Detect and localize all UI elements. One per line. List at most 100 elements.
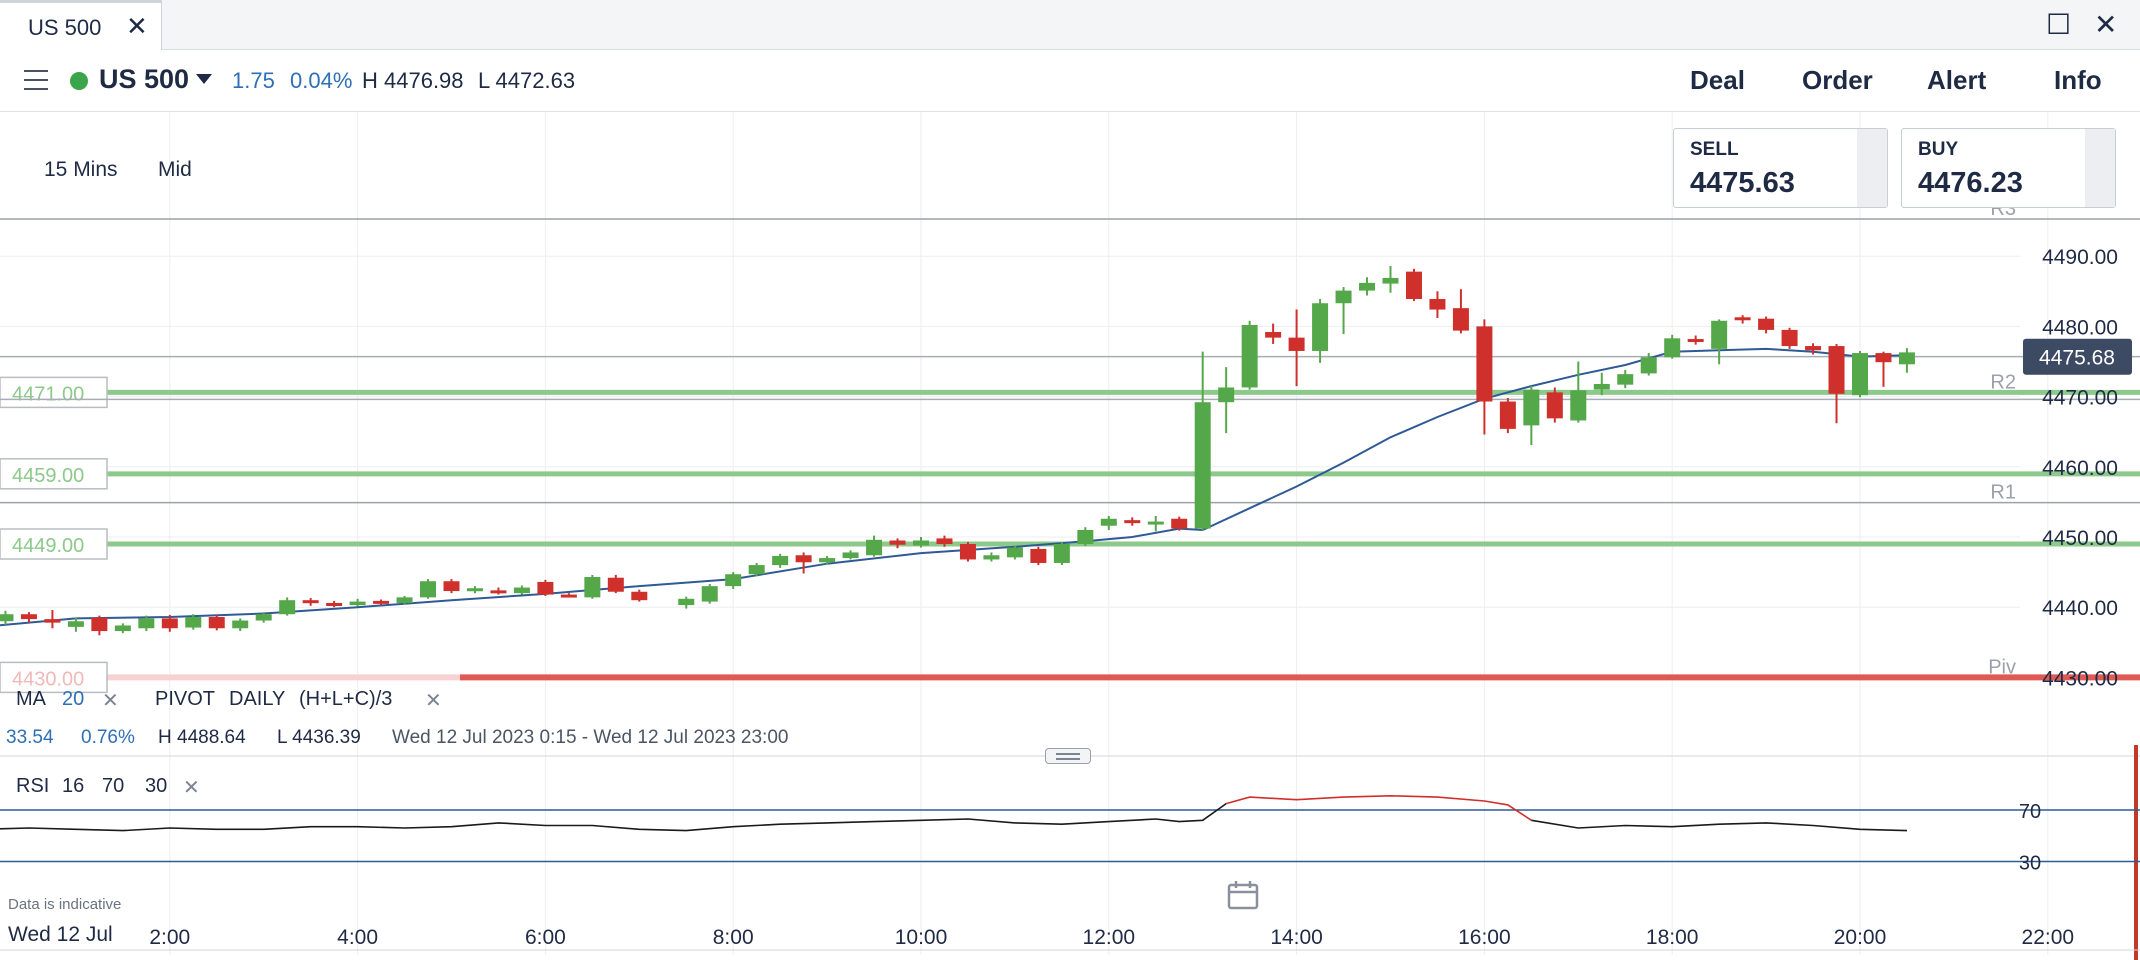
candle-up (819, 558, 836, 563)
candle-up (584, 577, 601, 598)
candle-up (1898, 352, 1915, 365)
candle-down (443, 581, 460, 592)
alert-button[interactable]: Alert (1927, 65, 1987, 95)
buy-price: 4476.23 (1918, 167, 2023, 199)
tab-title: US 500 (28, 15, 102, 40)
candle-down (631, 591, 648, 601)
buy-label: BUY (1918, 139, 1959, 160)
range-change: 33.54 (6, 727, 54, 748)
candle-up (0, 614, 14, 622)
price-change-percent: 0.04% (290, 68, 353, 93)
candle-up (701, 586, 718, 602)
y-tick-label: 4490.00 (2042, 246, 2118, 269)
candle-down (560, 594, 577, 598)
tab-us500[interactable]: US 500 ✕ (0, 0, 162, 50)
candle-up (1006, 547, 1023, 558)
candle-down (1124, 520, 1141, 524)
sell-price: 4475.63 (1690, 167, 1795, 199)
calendar-icon[interactable] (1227, 880, 1259, 910)
candle-down (1781, 329, 1798, 347)
candle-down (1429, 299, 1446, 310)
rsi-line (1531, 819, 1908, 832)
level-tag-value: 4459.00 (12, 465, 84, 487)
buy-button[interactable]: BUY 4476.23 (1901, 128, 2116, 208)
candle-up (1617, 374, 1634, 385)
pane-resize-handle[interactable] (1045, 748, 1091, 764)
candle-up (1359, 282, 1376, 291)
candle-up (1147, 521, 1164, 525)
y-tick-label: 4450.00 (2042, 527, 2118, 550)
instrument-toolbar: US 500 1.75 0.04% H 4476.98 L 4472.63 De… (0, 50, 2140, 112)
candle-up (1312, 303, 1329, 351)
date-range: Wed 12 Jul 2023 0:15 - Wed 12 Jul 2023 2… (392, 727, 789, 748)
time-tick-label: 2:00 (149, 926, 190, 949)
candle-down (607, 577, 624, 592)
chevron-down-icon[interactable] (196, 74, 212, 84)
candle-up (1100, 518, 1117, 526)
current-price-badge (2023, 338, 2132, 375)
candle-up (1218, 387, 1235, 403)
candle-up (1241, 324, 1258, 388)
remove-ma-icon[interactable]: ✕ (102, 690, 119, 712)
y-tick-label: 4480.00 (2042, 316, 2118, 339)
candle-up (466, 588, 483, 592)
market-open-indicator (70, 72, 88, 90)
y-tick-label: 4430.00 (2042, 667, 2118, 690)
instrument-name[interactable]: US 500 (99, 64, 190, 94)
candle-up (396, 597, 413, 603)
candle-up (983, 555, 1000, 560)
candle-up (1664, 338, 1681, 358)
candle-down (1758, 318, 1775, 330)
pivot-level-label: Piv (1988, 656, 2016, 678)
time-tick-label: 14:00 (1270, 926, 1323, 949)
candle-up (1382, 277, 1399, 284)
window-close-icon[interactable]: ✕ (2094, 9, 2118, 40)
maximize-icon[interactable]: ☐ (2046, 9, 2072, 40)
remove-rsi-icon[interactable]: ✕ (183, 777, 200, 799)
candle-up (866, 539, 883, 556)
candle-up (255, 614, 272, 621)
deal-button[interactable]: Deal (1690, 65, 1745, 95)
order-button[interactable]: Order (1802, 65, 1873, 95)
level-tag-value: 4449.00 (12, 535, 84, 557)
candle-up (913, 540, 929, 546)
ma-period[interactable]: 20 (62, 688, 85, 710)
level-tag (0, 661, 108, 694)
candle-up (1335, 290, 1352, 304)
candle-down (44, 619, 61, 623)
candle-down (326, 602, 343, 606)
candle-down (959, 544, 976, 560)
candle-down (1265, 332, 1282, 338)
price-change: 1.75 (232, 68, 275, 93)
candle-down (795, 555, 812, 563)
candle-up (748, 565, 765, 575)
interval-selector[interactable]: 15 Mins (44, 158, 118, 181)
sell-label: SELL (1690, 139, 1739, 160)
candle-up (1593, 383, 1610, 390)
level-tag (0, 458, 108, 490)
candle-down (1452, 308, 1469, 331)
pivot-level-label: R1 (1990, 482, 2016, 504)
candle-down (1405, 271, 1422, 300)
pivot-period[interactable]: DAILY (229, 688, 286, 710)
candle-down (1546, 392, 1563, 419)
candle-down (1828, 346, 1845, 394)
close-icon[interactable]: ✕ (126, 11, 148, 41)
remove-pivot-icon[interactable]: ✕ (425, 690, 442, 712)
candle-up (138, 618, 155, 629)
info-button[interactable]: Info (2054, 65, 2102, 95)
level-tag-value: 4471.00 (12, 383, 84, 405)
hamburger-menu-icon[interactable] (24, 70, 48, 90)
rsi-lower[interactable]: 30 (145, 775, 168, 797)
candle-up (1077, 529, 1094, 545)
session-low: L 4472.63 (478, 68, 576, 93)
price-type-selector[interactable]: Mid (158, 158, 192, 181)
candle-up (1053, 544, 1070, 563)
candle-up (1852, 353, 1868, 396)
range-low: L 4436.39 (277, 727, 361, 748)
sell-button[interactable]: SELL 4475.63 (1673, 128, 1888, 208)
rsi-period[interactable]: 16 (62, 775, 85, 797)
rsi-level-label: 30 (2019, 853, 2041, 875)
rsi-upper[interactable]: 70 (102, 775, 125, 797)
